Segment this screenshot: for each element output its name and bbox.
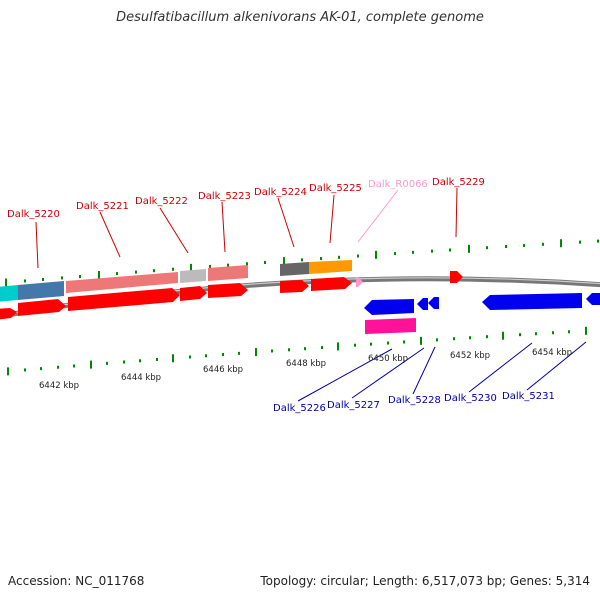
scale-label: 6448 kbp — [286, 359, 326, 369]
scale-label: 6450 kbp — [368, 354, 408, 364]
gene-label[interactable]: Dalk_5229 — [432, 177, 485, 188]
cds-arrow-reverse[interactable] — [417, 298, 428, 310]
gene-label[interactable]: Dalk_5231 — [502, 391, 555, 402]
gene-label[interactable]: Dalk_5227 — [327, 400, 380, 411]
gene-label[interactable]: Dalk_5225 — [309, 183, 362, 194]
reverse-label-leaders — [297, 341, 587, 402]
gene-label[interactable]: Dalk_5224 — [254, 187, 307, 198]
gene-label[interactable]: Dalk_5228 — [388, 395, 441, 406]
rna-arrow[interactable] — [356, 277, 363, 287]
feature-band — [0, 260, 352, 302]
gene-label[interactable]: Dalk_5230 — [444, 393, 497, 404]
feature-steelblue[interactable] — [18, 281, 64, 300]
leader-line — [221, 201, 226, 253]
gene-label[interactable]: Dalk_R0066 — [368, 179, 428, 190]
accession-text: Accession: NC_011768 — [8, 574, 145, 588]
reverse-gene-labels: Dalk_5226 Dalk_5227 Dalk_5228 Dalk_5230 … — [273, 391, 555, 414]
feature-grey-light[interactable] — [180, 269, 206, 283]
feature-magenta[interactable] — [365, 318, 416, 334]
leader-line — [455, 187, 458, 238]
leader-line — [412, 346, 436, 395]
cds-arrow[interactable] — [280, 280, 309, 293]
cds-arrow[interactable] — [0, 308, 17, 320]
leader-line — [159, 207, 189, 254]
leader-line — [277, 197, 295, 248]
leader-line — [526, 341, 587, 391]
feature-dark-grey[interactable] — [280, 262, 309, 276]
leader-line — [468, 342, 533, 393]
reverse-cds-track — [364, 293, 600, 334]
cds-arrow-reverse[interactable] — [586, 293, 600, 305]
lower-tick-row — [7, 326, 587, 376]
leader-line — [351, 347, 425, 399]
genome-title: Desulfatibacillum alkenivorans AK-01, co… — [116, 10, 484, 25]
cds-arrow[interactable] — [18, 299, 66, 316]
cds-arrow-reverse[interactable] — [482, 293, 582, 310]
scale-label: 6452 kbp — [450, 351, 490, 361]
gene-label[interactable]: Dalk_5221 — [76, 201, 129, 212]
leader-line — [357, 189, 399, 243]
forward-cds-track — [0, 271, 463, 320]
topology-text: Topology: circular; Length: 6,517,073 bp… — [260, 574, 590, 588]
scale-label: 6444 kbp — [121, 373, 161, 383]
scale-label: 6446 kbp — [203, 365, 243, 375]
feature-orange[interactable] — [309, 260, 352, 274]
gene-label[interactable]: Dalk_5220 — [7, 209, 60, 220]
leader-line — [99, 211, 121, 258]
feature-cyan[interactable] — [0, 285, 18, 302]
leader-line — [35, 221, 39, 269]
cds-arrow-reverse[interactable] — [364, 299, 414, 315]
cds-arrow[interactable] — [180, 286, 207, 301]
cds-arrow[interactable] — [208, 283, 248, 298]
forward-label-leaders — [35, 187, 458, 269]
gene-label[interactable]: Dalk_5226 — [273, 403, 326, 414]
feature-salmon-small[interactable] — [208, 265, 248, 281]
cds-arrow-reverse[interactable] — [428, 297, 439, 309]
leader-line — [297, 348, 393, 402]
upper-tick-row — [5, 239, 599, 287]
scale-label: 6442 kbp — [39, 381, 79, 391]
gene-label[interactable]: Dalk_5223 — [198, 191, 251, 202]
scale-label: 6454 kbp — [532, 348, 572, 358]
feature-salmon-large[interactable] — [66, 272, 178, 293]
cds-arrow[interactable] — [68, 288, 180, 311]
cds-arrow[interactable] — [311, 277, 352, 291]
leader-line — [329, 194, 335, 244]
forward-gene-labels: Dalk_5220 Dalk_5221 Dalk_5222 Dalk_5223 … — [7, 177, 485, 220]
cds-arrow[interactable] — [450, 271, 463, 283]
scale-labels: 6442 kbp 6444 kbp 6446 kbp 6448 kbp 6450… — [39, 348, 572, 391]
gene-label[interactable]: Dalk_5222 — [135, 196, 188, 207]
